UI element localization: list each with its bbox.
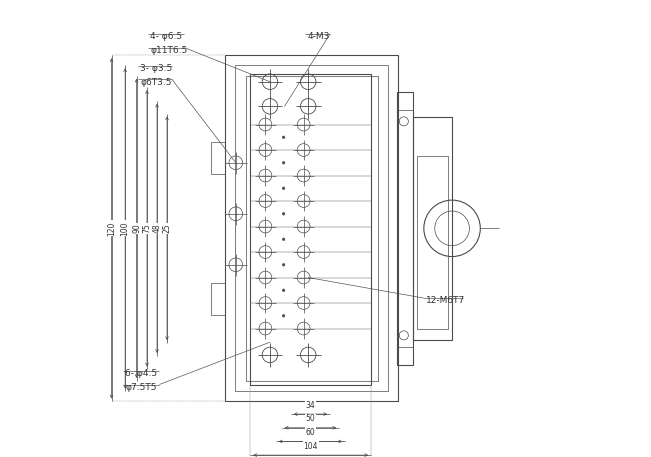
Bar	[417, 155, 449, 329]
Text: 100: 100	[120, 221, 130, 236]
Circle shape	[283, 238, 285, 241]
Bar	[413, 117, 452, 340]
Circle shape	[283, 263, 285, 266]
Circle shape	[283, 213, 285, 215]
Text: 34: 34	[305, 401, 315, 409]
Text: 6- φ4.5: 6- φ4.5	[125, 369, 158, 378]
Circle shape	[283, 314, 285, 317]
Text: 25: 25	[163, 223, 172, 233]
Text: 50: 50	[305, 414, 315, 423]
Text: 104: 104	[303, 441, 318, 451]
Text: 12-M6T7: 12-M6T7	[426, 297, 465, 305]
Bar	[251, 74, 371, 385]
Text: 120: 120	[107, 221, 116, 235]
Text: 48: 48	[152, 223, 161, 233]
Text: φ11T6.5: φ11T6.5	[150, 46, 187, 55]
Text: 4- φ6.5: 4- φ6.5	[150, 32, 182, 42]
Text: 3- φ3.5: 3- φ3.5	[140, 64, 173, 73]
Bar	[246, 76, 378, 381]
Bar	[398, 92, 413, 365]
Text: 60: 60	[305, 428, 315, 437]
Bar	[211, 142, 225, 174]
Bar	[236, 65, 389, 391]
Text: φ6T3.5: φ6T3.5	[140, 78, 172, 87]
Text: 75: 75	[143, 223, 152, 233]
Text: 4-M3: 4-M3	[307, 32, 329, 42]
Text: φ7.5T5: φ7.5T5	[125, 383, 157, 392]
Circle shape	[283, 187, 285, 190]
Bar	[211, 283, 225, 315]
Circle shape	[283, 161, 285, 164]
Circle shape	[283, 289, 285, 292]
Bar	[225, 55, 398, 401]
Text: 90: 90	[132, 223, 141, 233]
Circle shape	[283, 136, 285, 138]
